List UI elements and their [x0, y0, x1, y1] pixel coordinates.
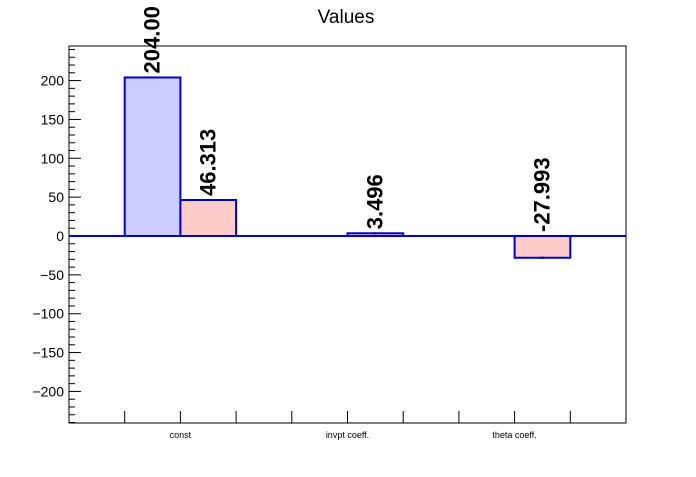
bar — [513, 235, 572, 259]
y-tick-label: −50 — [40, 267, 64, 283]
bar-value-label: 46.313 — [195, 129, 220, 196]
value-labels-group: 204.00 46.313 3.496 -27.993 — [140, 6, 555, 232]
bar-value-label: 3.496 — [362, 174, 387, 229]
y-tick-label: 150 — [41, 111, 65, 127]
bars-group — [69, 76, 626, 259]
x-axis: const invpt coeff. theta coeff. — [124, 411, 571, 440]
bar-value-label: 204.00 — [140, 6, 165, 73]
x-category-label: theta coeff. — [492, 430, 536, 440]
y-tick-label: 50 — [48, 189, 64, 205]
y-tick-label: −200 — [32, 383, 64, 399]
chart-title: Values — [318, 7, 375, 28]
y-tick-label: −150 — [32, 345, 64, 361]
y-tick-label: 200 — [41, 73, 65, 89]
y-tick-label: 100 — [41, 150, 65, 166]
bar — [179, 199, 238, 237]
x-category-label: const — [170, 430, 192, 440]
bar-value-label: -27.993 — [529, 157, 554, 232]
y-tick-label: −100 — [32, 306, 64, 322]
y-tick-label: 0 — [56, 228, 64, 244]
bar — [123, 76, 182, 237]
x-category-label: invpt coeff. — [326, 430, 369, 440]
